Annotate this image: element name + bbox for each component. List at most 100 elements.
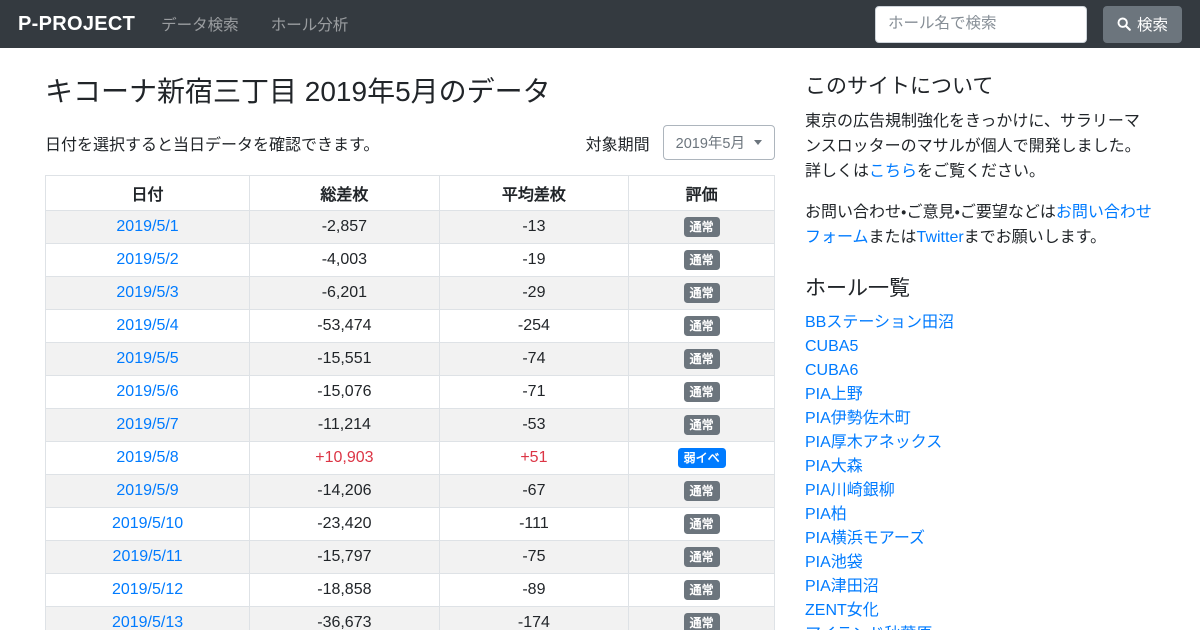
date-link[interactable]: 2019/5/11 xyxy=(112,548,183,565)
column-header: 総差枚 xyxy=(249,175,440,211)
total-cell: -15,797 xyxy=(249,540,440,574)
sidebar: このサイトについて 東京の広告規制強化をきっかけに、サラリーマンスロッターのマサ… xyxy=(790,48,1170,630)
about-paragraph-1: 東京の広告規制強化をきっかけに、サラリーマンスロッターのマサルが個人で開発しまし… xyxy=(805,110,1155,184)
eval-badge: 通常 xyxy=(683,283,720,303)
daily-data-table: 日付 総差枚 平均差枚 評価 2019/5/1 -2,857 -13 通常 2019/… xyxy=(44,175,775,630)
table-row: 2019/5/13 -36,673 -174 通常 xyxy=(44,606,775,630)
hall-link[interactable]: PIA横浜モアーズ xyxy=(805,529,926,547)
inline-link[interactable]: お問い合わせフォーム xyxy=(805,204,1152,247)
date-link[interactable]: 2019/5/5 xyxy=(116,350,179,367)
search-input[interactable] xyxy=(874,5,1087,43)
date-link[interactable]: 2019/5/8 xyxy=(116,449,179,466)
eval-badge: 通常 xyxy=(683,481,720,501)
hall-link[interactable]: PIA池袋 xyxy=(805,553,863,571)
avg-cell: -71 xyxy=(438,375,630,409)
total-cell: -15,551 xyxy=(249,342,440,376)
period-dropdown[interactable]: 2019年5月 xyxy=(662,125,775,160)
date-link[interactable]: 2019/5/6 xyxy=(116,383,179,400)
content-container: キコーナ新宿三丁目 2019年5月のデータ 日付を選択すると当日データを確認でき… xyxy=(30,48,1170,630)
date-link[interactable]: 2019/5/7 xyxy=(116,416,179,433)
nav-item-hall-analysis[interactable]: ホール分析 xyxy=(270,17,349,34)
brand-logo[interactable]: P-PROJECT xyxy=(18,12,136,35)
total-cell: +10,903 xyxy=(249,441,440,475)
date-link[interactable]: 2019/5/10 xyxy=(111,515,184,532)
avg-cell: -53 xyxy=(438,408,630,442)
navbar: P-PROJECT データ検索 ホール分析 検索 xyxy=(0,0,1200,48)
avg-cell: -75 xyxy=(438,540,630,574)
hall-link[interactable]: PIA伊勢佐木町 xyxy=(805,409,911,427)
total-cell: -53,474 xyxy=(249,309,440,343)
date-link[interactable]: 2019/5/12 xyxy=(111,581,184,598)
hall-link[interactable]: PIA大森 xyxy=(805,457,863,475)
eval-badge: 通常 xyxy=(683,316,720,336)
period-label: 対象期間 xyxy=(585,136,650,154)
total-cell: -15,076 xyxy=(249,375,440,409)
subtitle-note: 日付を選択すると当日データを確認できます。 xyxy=(45,136,380,154)
eval-badge: 通常 xyxy=(683,250,720,270)
hall-link[interactable]: PIA川崎銀柳 xyxy=(805,481,895,499)
date-link[interactable]: 2019/5/13 xyxy=(111,614,184,630)
hall-link[interactable]: CUBA6 xyxy=(805,361,859,379)
eval-badge: 通常 xyxy=(683,580,720,600)
avg-cell: -111 xyxy=(438,507,630,541)
chevron-down-icon xyxy=(754,140,762,145)
inline-text: 東京の広告規制強化をきっかけに、サラリーマンスロッターのマサルが個人で開発しまし… xyxy=(805,113,1141,180)
table-row: 2019/5/8 +10,903 +51 弱イベ xyxy=(44,441,775,475)
hall-link[interactable]: PIA上野 xyxy=(805,385,863,403)
table-row: 2019/5/10 -23,420 -111 通常 xyxy=(44,507,775,541)
hall-list: BBステーション田沼 CUBA5 CUBA6 PIA上野 PIA伊勢佐木町 PIA厚木アネ… xyxy=(805,311,1155,630)
eval-badge: 通常 xyxy=(683,514,720,534)
nav-item-data-search[interactable]: データ検索 xyxy=(161,17,239,34)
inline-text: までお願いします。 xyxy=(963,229,1107,247)
date-link[interactable]: 2019/5/2 xyxy=(116,251,179,268)
table-row: 2019/5/4 -53,474 -254 通常 xyxy=(44,309,775,343)
date-link[interactable]: 2019/5/9 xyxy=(116,482,179,499)
data-table-body: 2019/5/1 -2,857 -13 通常 2019/5/2 -4,003 -… xyxy=(44,210,775,630)
main-column: キコーナ新宿三丁目 2019年5月のデータ 日付を選択すると当日データを確認でき… xyxy=(30,48,790,630)
avg-cell: -89 xyxy=(438,573,630,607)
eval-badge: 通常 xyxy=(683,547,720,567)
hall-link[interactable]: アイランド秋葉原 xyxy=(805,623,1155,630)
avg-cell: +51 xyxy=(438,441,630,475)
about-paragraph-2: お問い合わせ・ご意見・ご要望などはお問い合わせフォームまたはTwitterまでお… xyxy=(805,201,1155,251)
period-group: 対象期間 2019年5月 xyxy=(586,125,775,160)
hall-link[interactable]: CUBA5 xyxy=(805,337,859,355)
search-button[interactable]: 検索 xyxy=(1102,5,1182,43)
table-row: 2019/5/2 -4,003 -19 通常 xyxy=(44,243,775,277)
hall-link[interactable]: BBステーション田沼 xyxy=(805,313,955,331)
total-cell: -14,206 xyxy=(249,474,440,508)
hall-link[interactable]: PIA厚木アネックス xyxy=(805,433,943,451)
table-row: 2019/5/11 -15,797 -75 通常 xyxy=(44,540,775,574)
inline-link[interactable]: こちら xyxy=(869,162,918,180)
search-icon xyxy=(1117,17,1131,31)
search-button-label: 検索 xyxy=(1136,17,1168,34)
table-row: 2019/5/12 -18,858 -89 通常 xyxy=(44,573,775,607)
total-cell: -4,003 xyxy=(249,243,440,277)
hall-link[interactable]: PIA柏 xyxy=(805,505,847,523)
hall-link[interactable]: PIA津田沼 xyxy=(805,577,879,595)
column-header: 日付 xyxy=(44,175,251,211)
table-row: 2019/5/1 -2,857 -13 通常 xyxy=(44,210,775,244)
date-link[interactable]: 2019/5/3 xyxy=(116,284,179,301)
date-link[interactable]: 2019/5/4 xyxy=(116,317,179,334)
eval-badge: 通常 xyxy=(683,382,720,402)
inline-text: または xyxy=(868,229,917,247)
avg-cell: -29 xyxy=(438,276,630,310)
eval-badge: 通常 xyxy=(683,415,720,435)
inline-text: お問い合わせ・ご意見・ご要望などは xyxy=(805,204,1056,222)
nav-links: データ検索 ホール分析 xyxy=(161,13,348,35)
table-header: 日付 総差枚 平均差枚 評価 xyxy=(44,175,775,211)
hall-link[interactable]: ZENT女化 xyxy=(805,601,879,619)
table-row: 2019/5/6 -15,076 -71 通常 xyxy=(44,375,775,409)
total-cell: -23,420 xyxy=(249,507,440,541)
hall-list-heading: ホール一覧 xyxy=(805,276,910,300)
total-cell: -6,201 xyxy=(249,276,440,310)
avg-cell: -174 xyxy=(438,606,630,630)
page-title: キコーナ新宿三丁目 2019年5月のデータ xyxy=(45,76,551,107)
table-row: 2019/5/5 -15,551 -74 通常 xyxy=(44,342,775,376)
eval-badge: 通常 xyxy=(683,217,720,237)
inline-link[interactable]: Twitter xyxy=(916,229,964,247)
date-link[interactable]: 2019/5/1 xyxy=(116,218,179,235)
column-header: 平均差枚 xyxy=(438,175,630,211)
column-header: 評価 xyxy=(628,175,775,211)
